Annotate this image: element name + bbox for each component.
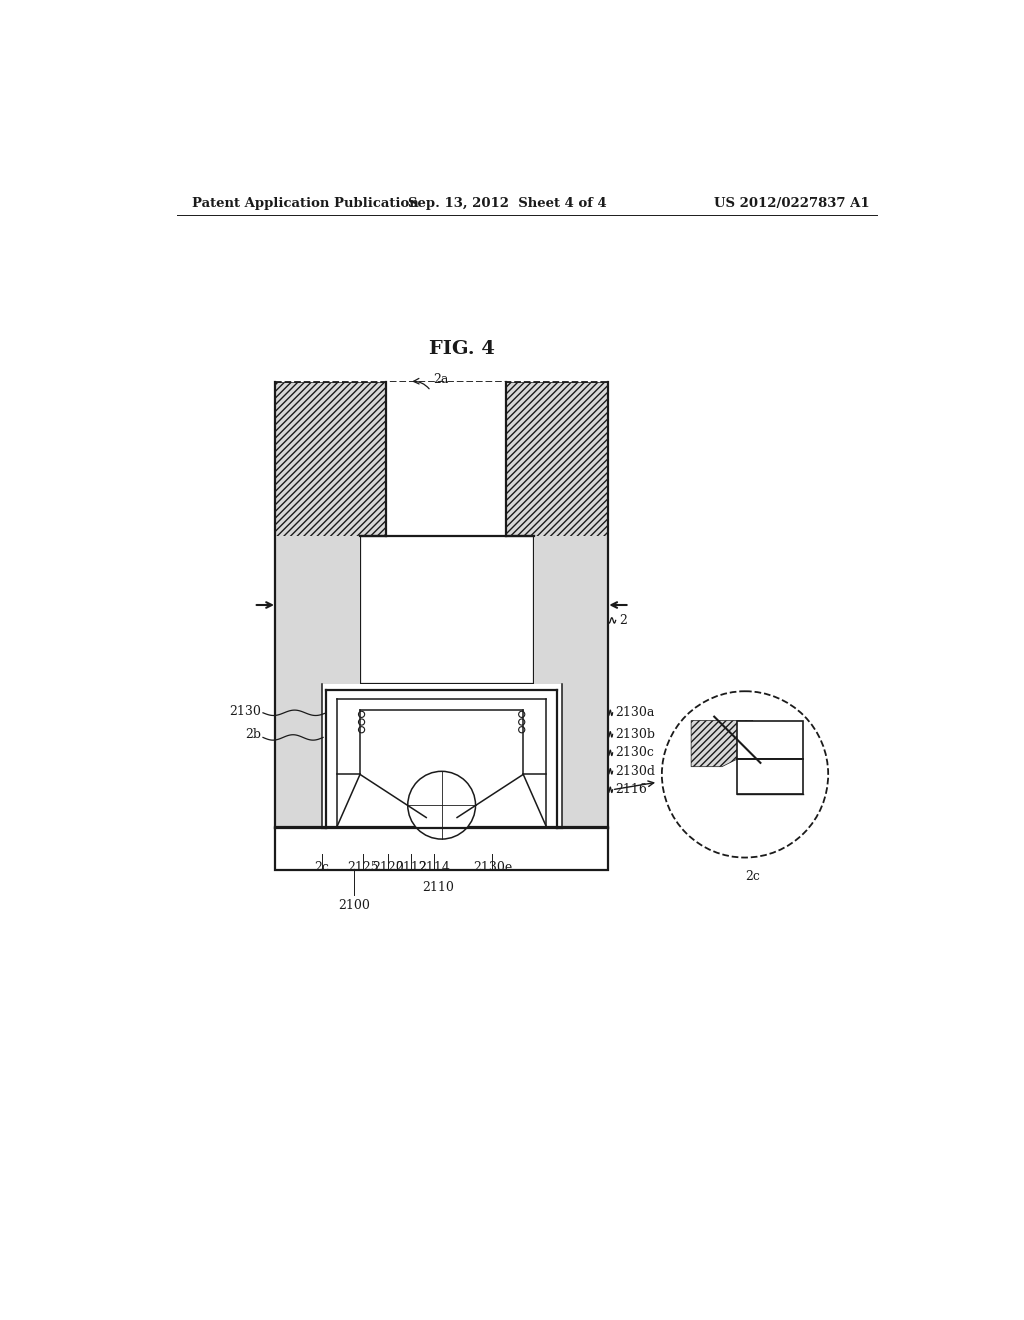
Text: 2130b: 2130b — [615, 727, 655, 741]
Text: 2125: 2125 — [347, 861, 379, 874]
Text: Sep. 13, 2012  Sheet 4 of 4: Sep. 13, 2012 Sheet 4 of 4 — [409, 197, 607, 210]
Bar — [360, 536, 535, 684]
Text: 2116: 2116 — [615, 783, 647, 796]
Circle shape — [358, 711, 365, 718]
Bar — [737, 721, 803, 759]
Text: 2130c: 2130c — [615, 746, 654, 759]
Text: Patent Application Publication: Patent Application Publication — [193, 197, 419, 210]
Bar — [275, 381, 386, 829]
Text: 2110: 2110 — [423, 880, 455, 894]
Text: 2a: 2a — [433, 374, 449, 387]
Polygon shape — [691, 721, 753, 767]
Text: 2112: 2112 — [395, 861, 427, 874]
Circle shape — [358, 719, 365, 725]
Text: 2c: 2c — [314, 861, 329, 874]
Text: 2130e: 2130e — [473, 861, 512, 874]
Text: 2100: 2100 — [338, 899, 370, 912]
Bar — [275, 826, 608, 870]
Bar — [275, 536, 360, 684]
Text: 2c: 2c — [745, 870, 760, 883]
Text: US 2012/0227837 A1: US 2012/0227837 A1 — [714, 197, 869, 210]
Text: FIG. 4: FIG. 4 — [429, 341, 495, 358]
Text: 2b: 2b — [246, 727, 261, 741]
Text: 2: 2 — [618, 614, 627, 627]
Circle shape — [358, 726, 365, 733]
Circle shape — [662, 692, 828, 858]
Text: 2114: 2114 — [418, 861, 450, 874]
Bar — [275, 684, 322, 829]
Text: 2130d: 2130d — [615, 764, 655, 777]
Bar — [275, 381, 608, 829]
Bar — [506, 381, 608, 829]
Circle shape — [518, 719, 525, 725]
Bar — [535, 536, 608, 684]
Circle shape — [408, 771, 475, 840]
Text: 2130: 2130 — [229, 705, 261, 718]
Circle shape — [518, 711, 525, 718]
Bar — [737, 759, 803, 793]
Bar — [275, 684, 608, 829]
Circle shape — [518, 726, 525, 733]
Bar — [562, 684, 608, 829]
Bar — [386, 381, 506, 536]
Text: 2130a: 2130a — [615, 706, 655, 719]
Text: 2120: 2120 — [372, 861, 403, 874]
